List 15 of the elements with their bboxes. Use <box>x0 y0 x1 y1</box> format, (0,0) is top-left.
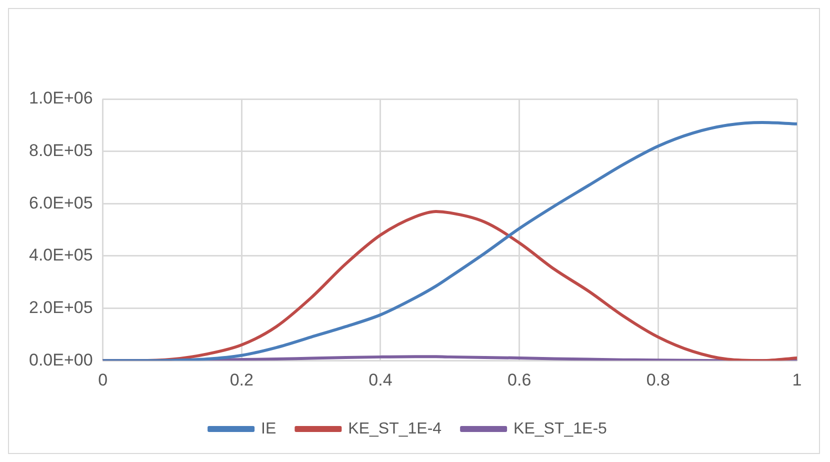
legend-label: IE <box>261 420 276 438</box>
y-tick-label: 8.0E+05 <box>28 141 93 160</box>
x-tick-label: 1 <box>792 370 802 390</box>
legend-label: KE_ST_1E-5 <box>514 420 608 438</box>
legend-label: KE_ST_1E-4 <box>348 420 442 438</box>
x-tick-label: 0.6 <box>508 370 532 390</box>
y-tick-label: 6.0E+05 <box>28 193 93 212</box>
x-tick-label: 0.2 <box>230 370 254 390</box>
x-tick-label: 0 <box>98 370 108 390</box>
y-tick-label: 1.0E+06 <box>28 88 93 108</box>
y-tick-label: 2.0E+05 <box>28 298 93 317</box>
x-tick-label: 0.4 <box>368 370 392 390</box>
y-tick-label: 0.0E+00 <box>28 350 93 370</box>
x-tick-label: 0.8 <box>646 370 670 390</box>
y-tick-label: 4.0E+05 <box>28 246 93 265</box>
